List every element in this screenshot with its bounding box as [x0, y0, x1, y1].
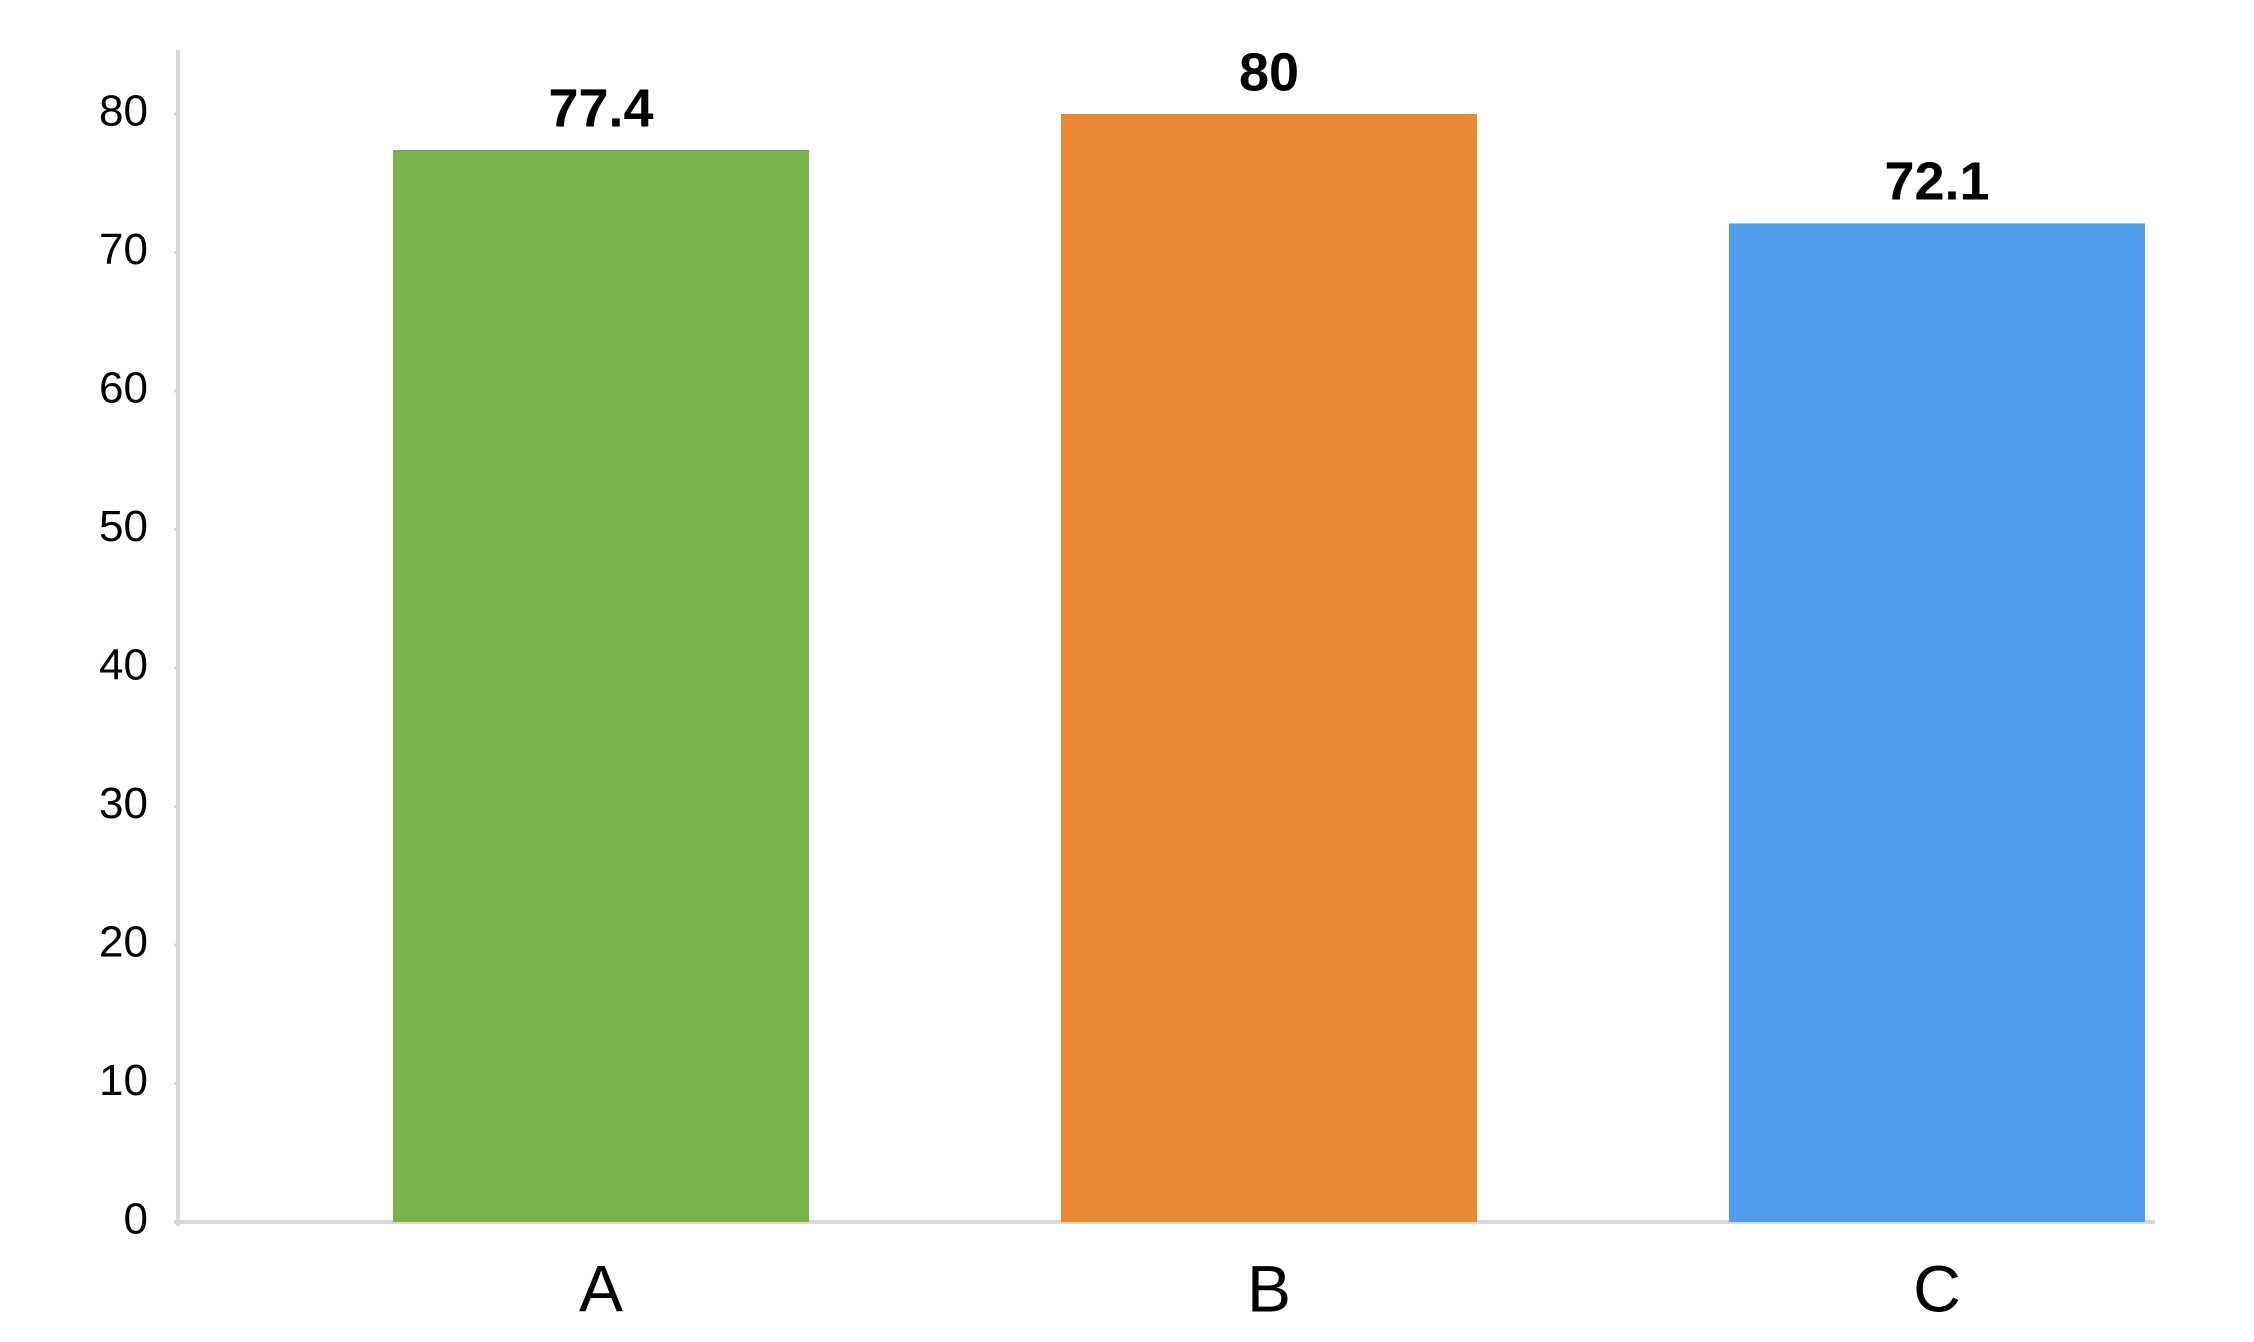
bar: [1729, 223, 2145, 1223]
y-tick-label: 10: [99, 1056, 148, 1105]
x-tick-label: B: [1247, 1251, 1291, 1325]
y-tick-label: 80: [99, 87, 148, 136]
x-tick-label: A: [579, 1251, 623, 1325]
y-tick-label: 40: [99, 641, 148, 690]
y-tick-label: 30: [99, 779, 148, 828]
y-tick-label: 50: [99, 502, 148, 551]
value-label: 72.1: [1884, 152, 1989, 212]
value-label: 80: [1239, 42, 1299, 102]
value-label: 77.4: [548, 78, 653, 138]
y-tick-label: 70: [99, 225, 148, 274]
y-tick-label: 60: [99, 364, 148, 413]
y-tick-label: 20: [99, 918, 148, 967]
x-tick-label: C: [1913, 1251, 1961, 1325]
bar: [1061, 114, 1477, 1222]
bar: [393, 150, 809, 1222]
y-tick-label: 0: [124, 1195, 148, 1244]
